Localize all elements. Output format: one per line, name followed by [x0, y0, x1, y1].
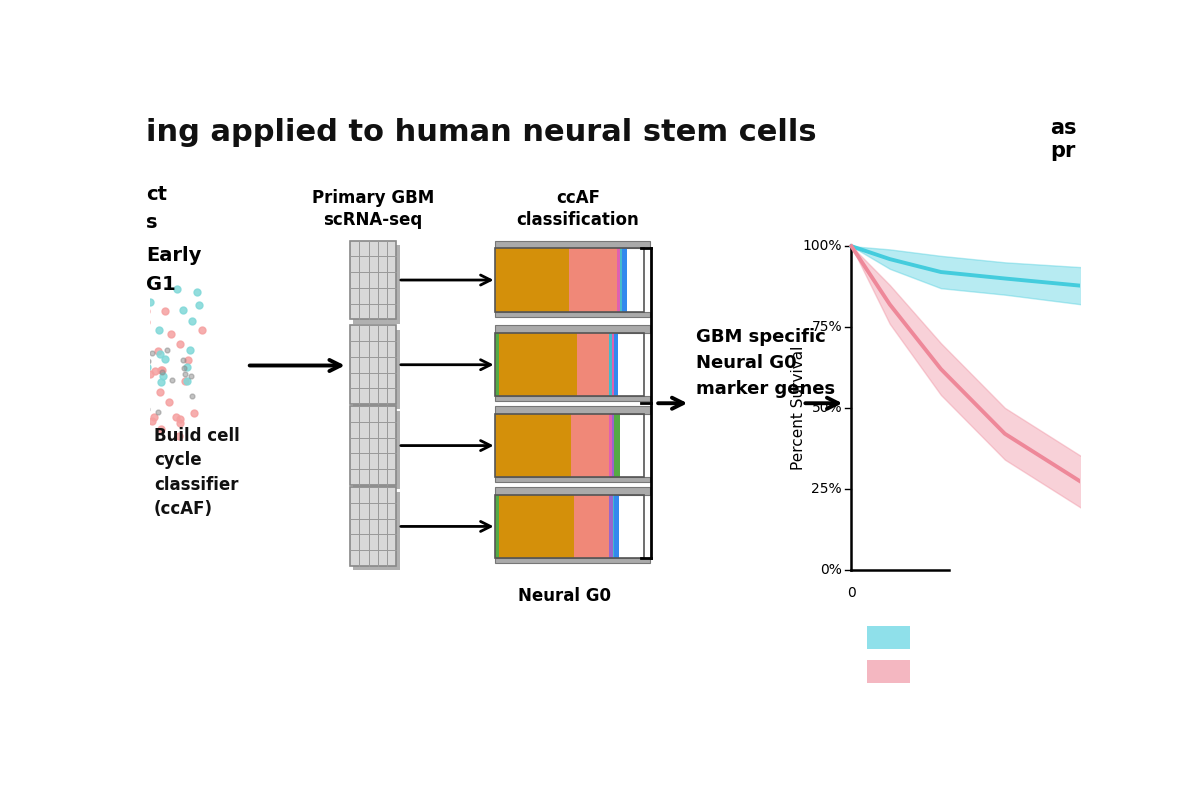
Text: 0%: 0% — [821, 562, 842, 577]
Bar — [499, 333, 577, 396]
Bar — [494, 249, 643, 312]
Bar — [353, 246, 400, 324]
Text: 0: 0 — [847, 586, 856, 601]
Bar — [350, 487, 396, 566]
Bar — [494, 558, 649, 563]
Text: 50%: 50% — [811, 401, 842, 415]
Bar — [614, 414, 619, 477]
Text: ct: ct — [146, 185, 167, 203]
Text: s: s — [146, 213, 157, 232]
Bar — [353, 330, 400, 409]
Bar — [494, 495, 499, 558]
Bar — [612, 333, 613, 396]
Text: Neural G0: Neural G0 — [518, 587, 611, 606]
Bar — [574, 495, 610, 558]
Bar — [613, 495, 614, 558]
Bar — [613, 333, 618, 396]
Bar — [350, 406, 396, 485]
Text: G1: G1 — [146, 274, 176, 294]
Bar — [494, 495, 643, 558]
Text: 25%: 25% — [811, 482, 842, 496]
Bar — [494, 326, 649, 333]
Bar — [494, 477, 649, 482]
Bar — [577, 333, 610, 396]
Bar — [569, 249, 617, 312]
Text: Build cell
cycle
classifier
(ccAF): Build cell cycle classifier (ccAF) — [154, 427, 240, 518]
Bar — [499, 495, 574, 558]
Bar — [494, 414, 571, 477]
Bar — [494, 487, 649, 495]
Bar — [622, 249, 626, 312]
Bar — [494, 249, 569, 312]
Bar — [494, 396, 649, 402]
Bar — [353, 411, 400, 490]
Bar — [610, 414, 612, 477]
Bar — [494, 333, 499, 396]
Text: Percent Survival: Percent Survival — [791, 346, 806, 470]
Bar — [610, 495, 613, 558]
Text: ccAF
classification: ccAF classification — [516, 189, 640, 230]
Text: 75%: 75% — [811, 320, 842, 334]
Bar — [353, 492, 400, 570]
Text: 100%: 100% — [803, 239, 842, 253]
Bar — [620, 249, 622, 312]
Bar — [866, 660, 910, 682]
Bar — [350, 241, 396, 319]
Bar — [612, 414, 614, 477]
Bar — [614, 495, 619, 558]
Text: Primary GBM
scRNA-seq: Primary GBM scRNA-seq — [312, 189, 434, 230]
Bar — [617, 249, 620, 312]
Text: GBM specific
Neural G0
marker genes: GBM specific Neural G0 marker genes — [696, 329, 835, 398]
Bar — [494, 241, 649, 249]
Text: Early: Early — [146, 246, 202, 265]
Bar — [494, 414, 643, 477]
Bar — [494, 312, 649, 317]
Bar — [610, 333, 612, 396]
Bar — [494, 406, 649, 414]
Bar — [866, 626, 910, 649]
Text: ing applied to human neural stem cells: ing applied to human neural stem cells — [146, 118, 817, 146]
Text: as
pr: as pr — [1050, 118, 1078, 161]
Bar — [350, 326, 396, 404]
Bar — [494, 333, 643, 396]
Bar — [571, 414, 610, 477]
